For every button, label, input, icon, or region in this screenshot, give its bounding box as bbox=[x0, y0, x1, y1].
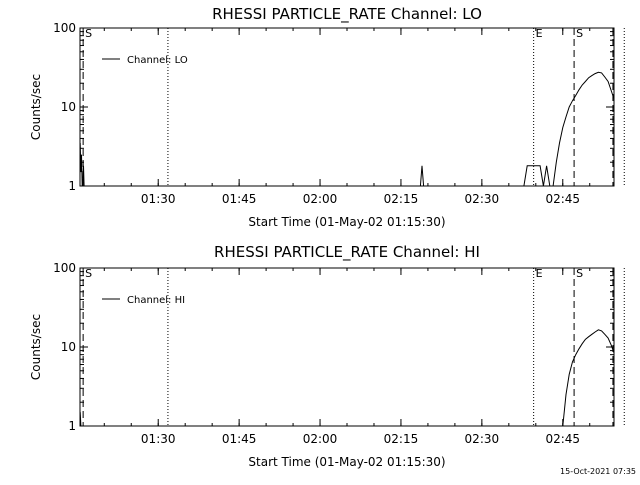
hi-chart-title: RHESSI PARTICLE_RATE Channel: HI bbox=[214, 243, 480, 262]
lo-event-marker-label: S bbox=[85, 27, 92, 40]
hi-x-tick-label: 02:15 bbox=[384, 432, 419, 446]
hi-y-axis-label: Counts/sec bbox=[29, 314, 43, 380]
lo-x-tick-label: 01:45 bbox=[222, 192, 257, 206]
lo-x-tick-label: 01:30 bbox=[141, 192, 176, 206]
lo-series-segment-0 bbox=[80, 142, 85, 186]
lo-x-tick-label: 02:15 bbox=[384, 192, 419, 206]
lo-series-segment-3 bbox=[552, 71, 614, 186]
lo-y-tick-label: 1 bbox=[68, 179, 76, 193]
lo-chart-title: RHESSI PARTICLE_RATE Channel: LO bbox=[212, 5, 482, 24]
lo-x-tick-label: 02:00 bbox=[303, 192, 338, 206]
hi-channel-panel: RHESSI PARTICLE_RATE Channel: HI Start Ti… bbox=[29, 243, 625, 469]
hi-x-axis-label: Start Time (01-May-02 01:15:30) bbox=[248, 455, 445, 469]
lo-x-axis-label: Start Time (01-May-02 01:15:30) bbox=[248, 215, 445, 229]
hi-x-tick-label: 02:30 bbox=[465, 432, 500, 446]
lo-x-tick-label: 02:45 bbox=[545, 192, 580, 206]
lo-y-tick-label: 10 bbox=[61, 100, 76, 114]
hi-x-tick-label: 02:00 bbox=[303, 432, 338, 446]
lo-event-marker-label: S bbox=[576, 27, 583, 40]
hi-x-tick-label: 02:45 bbox=[545, 432, 580, 446]
lo-y-axis-label: Counts/sec bbox=[29, 74, 43, 140]
hi-y-tick-label: 10 bbox=[61, 340, 76, 354]
lo-event-marker-label: E bbox=[536, 27, 543, 40]
hi-x-tick-label: 01:45 bbox=[222, 432, 257, 446]
hi-event-marker-label: S bbox=[85, 267, 92, 280]
lo-series-segment-1 bbox=[419, 165, 425, 186]
lo-x-tick-label: 02:30 bbox=[465, 192, 500, 206]
plot-timestamp: 15-Oct-2021 07:35 bbox=[560, 467, 636, 476]
lo-legend-label: Channel: LO bbox=[127, 55, 188, 66]
hi-x-tick-label: 01:30 bbox=[141, 432, 176, 446]
hi-event-marker-label: E bbox=[536, 267, 543, 280]
hi-series-segment-1 bbox=[562, 329, 614, 426]
hi-series-segment-0 bbox=[80, 412, 82, 426]
lo-y-tick-label: 100 bbox=[53, 21, 76, 35]
hi-y-tick-label: 100 bbox=[53, 261, 76, 275]
hi-event-marker-label: S bbox=[576, 267, 583, 280]
hi-legend-label: Channel: HI bbox=[127, 295, 185, 306]
hi-y-tick-label: 1 bbox=[68, 419, 76, 433]
lo-series-segment-2 bbox=[523, 165, 551, 186]
lo-channel-panel: RHESSI PARTICLE_RATE Channel: LO Start Ti… bbox=[29, 5, 625, 229]
